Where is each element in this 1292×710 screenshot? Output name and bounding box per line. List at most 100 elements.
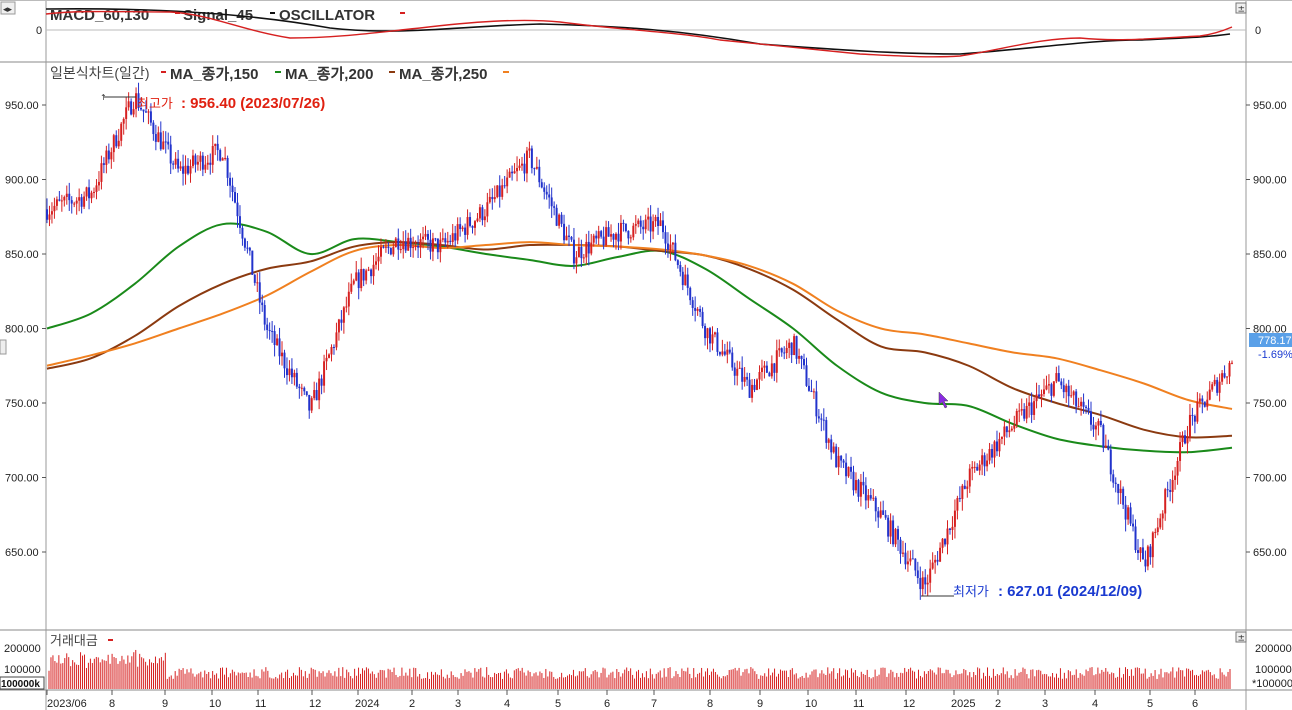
x-tick-label: 8 <box>109 698 115 710</box>
candle-body <box>1075 391 1078 407</box>
candle-body <box>1129 507 1132 524</box>
candle-body <box>1040 394 1043 397</box>
candle-body <box>897 529 900 540</box>
y-tick-label-left: 700.00 <box>5 473 39 485</box>
candle-body <box>810 390 813 392</box>
candle-body <box>273 331 276 346</box>
candle-body <box>627 230 630 239</box>
candle-body <box>209 162 212 165</box>
candle-body <box>508 171 511 178</box>
candle-body <box>709 328 712 344</box>
candle-body <box>224 157 227 159</box>
candle-body <box>1082 401 1085 407</box>
macd-panel-menu-button[interactable] <box>1235 2 1247 14</box>
candle-body <box>63 197 66 201</box>
candle-body <box>1030 402 1033 415</box>
candle-body <box>1094 425 1097 430</box>
candle-body <box>632 225 635 238</box>
low-annotation-label: 최저가 <box>953 584 989 599</box>
candle-body <box>963 485 966 489</box>
candle-body <box>241 227 244 239</box>
candle-body <box>266 324 269 330</box>
candle-body <box>570 236 573 240</box>
side-expand-handle[interactable] <box>0 339 7 355</box>
candle-body <box>694 307 697 311</box>
candle-body <box>125 107 128 119</box>
candle-body <box>1154 532 1157 534</box>
candle-body <box>857 480 860 497</box>
candle-body <box>1109 449 1112 475</box>
candle-body <box>357 272 360 289</box>
x-tick-label: 2 <box>995 698 1001 710</box>
candle-body <box>825 420 828 443</box>
candle-body <box>412 246 415 249</box>
candle-body <box>1174 475 1177 480</box>
candle-body <box>347 291 350 307</box>
candle-body <box>164 141 167 143</box>
candle-body <box>543 187 546 192</box>
candle-body <box>201 155 204 170</box>
candle-body <box>501 185 504 197</box>
candle-body <box>83 196 86 207</box>
candle-body <box>469 217 472 226</box>
candle-body <box>1127 507 1130 520</box>
candle-body <box>686 274 689 288</box>
candle-body <box>330 347 333 355</box>
candle-body <box>491 196 494 200</box>
candle-body <box>112 135 115 153</box>
candle-body <box>377 256 380 262</box>
candle-body <box>414 245 417 247</box>
candle-body <box>669 244 672 250</box>
x-tick-label: 10 <box>209 698 221 710</box>
candle-body <box>85 187 88 197</box>
scroll-left-button[interactable] <box>0 1 16 15</box>
candle-body <box>1216 379 1219 393</box>
candle-body <box>449 240 452 242</box>
candle-body <box>429 239 432 252</box>
candle-body <box>253 274 256 283</box>
candle-body <box>1005 426 1008 433</box>
candle-body <box>404 242 407 251</box>
candle-body <box>577 247 580 258</box>
x-tick-label: 11 <box>853 698 864 710</box>
candle-body <box>1033 401 1036 415</box>
candle-body <box>795 336 798 359</box>
candle-body <box>320 378 323 386</box>
candle-body <box>993 441 996 458</box>
candle-body <box>1139 547 1142 553</box>
macd-signal-line <box>45 10 1233 58</box>
panel-controls: ◂▸ ± ± <box>0 1 1247 644</box>
volume-panel-menu-button[interactable] <box>1235 631 1247 643</box>
candle-body <box>216 143 219 151</box>
candle-body <box>765 365 768 373</box>
candle-body <box>1097 420 1100 426</box>
y-tick-label-right: 650.00 <box>1253 547 1287 559</box>
candle-body <box>1107 445 1110 450</box>
candle-body <box>117 140 120 147</box>
candle-body <box>600 231 603 237</box>
candle-body <box>991 448 994 458</box>
candle-body <box>172 163 175 165</box>
candle-body <box>147 111 150 113</box>
candle-body <box>850 466 853 472</box>
candle-body <box>407 237 410 251</box>
candle-body <box>726 349 729 355</box>
candle-body <box>642 226 645 230</box>
candle-body <box>676 260 679 266</box>
candle-body <box>587 241 590 254</box>
ma250-line <box>46 241 1233 410</box>
candle-body <box>1132 523 1135 527</box>
candle-body <box>446 240 449 243</box>
candle-body <box>951 526 954 530</box>
candle-body <box>728 349 731 353</box>
candle-body <box>1169 490 1172 492</box>
x-tick-label: 6 <box>604 698 610 710</box>
candle-body <box>775 350 778 373</box>
ma150-line <box>46 222 1233 454</box>
last-price: 778.17 <box>1258 335 1292 347</box>
candle-body <box>1000 436 1003 439</box>
candle-body <box>854 480 857 491</box>
candle-body <box>1171 479 1174 492</box>
y-tick-label-right: 750.00 <box>1253 398 1287 410</box>
candle-body <box>961 485 964 500</box>
